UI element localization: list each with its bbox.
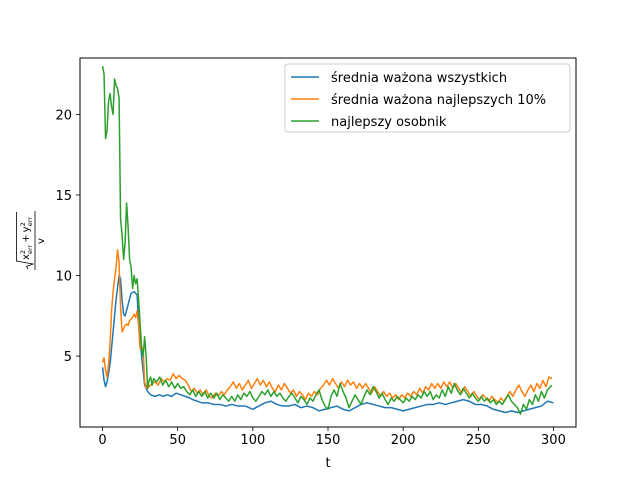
legend: średnia ważona wszystkich średnia ważona … (284, 63, 571, 133)
y-label-x-sup: 2 (19, 250, 27, 254)
y-tick-label: 5 (64, 350, 72, 365)
series-line-3 (101, 65, 553, 415)
x-tick-label: 300 (541, 433, 566, 448)
y-tick-label: 10 (55, 270, 72, 285)
y-label-denominator: v (36, 238, 47, 244)
y-axis-label: x2err+y2err v (16, 211, 47, 270)
y-tick-label: 20 (55, 108, 72, 123)
y-label-x-sub: err (26, 244, 34, 254)
y-label-x: x (21, 254, 32, 260)
series-layer (101, 65, 554, 415)
x-tick-label: 50 (169, 433, 186, 448)
x-tick-label: 100 (240, 433, 265, 448)
legend-label-2: średnia ważona najlepszych 10% (331, 93, 546, 108)
y-axis: 5 10 15 20 (55, 108, 80, 365)
legend-box (284, 63, 571, 133)
legend-label-3: najlepszy osobnik (331, 115, 447, 130)
x-tick-label: 0 (98, 433, 106, 448)
legend-label-1: średnia ważona wszystkich (331, 71, 507, 86)
x-tick-label: 200 (391, 433, 416, 448)
series-line-2 (101, 249, 553, 404)
sqrt-sign (16, 212, 35, 270)
series-line-1 (101, 274, 554, 414)
y-label-numerator: x2err+y2err (19, 217, 34, 260)
x-axis-label: t (325, 456, 330, 471)
x-tick-label: 250 (466, 433, 491, 448)
y-label-y-sub: err (26, 217, 34, 227)
y-label-y-sup: 2 (19, 222, 27, 226)
y-label-y: y (21, 226, 32, 232)
x-tick-label: 150 (316, 433, 341, 448)
y-tick-label: 15 (55, 189, 72, 204)
x-axis: 0 50 100 150 200 250 300 (98, 427, 566, 448)
